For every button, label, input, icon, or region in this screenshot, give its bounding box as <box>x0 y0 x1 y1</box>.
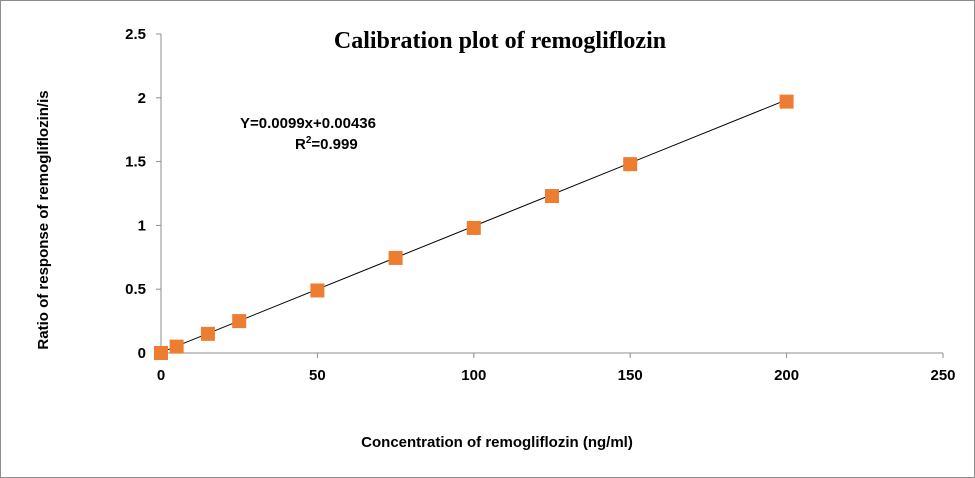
data-point <box>545 189 559 204</box>
y-axis-title: Ratio of response of remogliflozin/is <box>35 90 52 349</box>
x-tick-label: 150 <box>618 367 643 384</box>
y-tick-label: 1 <box>138 217 146 234</box>
axes <box>160 34 943 354</box>
r-squared-value: =0.999 <box>311 136 357 153</box>
x-tick-label: 200 <box>774 367 799 384</box>
chart-title: Calibration plot of remogliflozin <box>334 28 666 54</box>
y-tick-label: 0 <box>138 345 146 362</box>
x-axis-title: Concentration of remogliflozin (ng/ml) <box>361 434 633 451</box>
data-point <box>232 314 247 329</box>
data-point <box>779 94 794 109</box>
x-tick-label: 250 <box>930 367 955 384</box>
data-points <box>154 94 794 360</box>
r-squared-superscript: 2 <box>306 135 312 146</box>
r-squared: R2=0.999 <box>295 135 358 153</box>
y-tick-label: 1.5 <box>125 154 146 171</box>
data-point <box>169 339 184 354</box>
y-tick-label: 2.5 <box>125 26 146 43</box>
y-tick-label: 0.5 <box>125 281 146 298</box>
data-point <box>623 157 638 172</box>
data-point <box>154 346 168 360</box>
x-tick-label: 0 <box>157 367 165 384</box>
data-point <box>388 250 403 265</box>
data-point <box>200 326 215 341</box>
y-tick-label: 2 <box>138 90 146 107</box>
r-squared-symbol: R <box>295 136 306 153</box>
x-ticks: 0 50 100 150 200 250 <box>157 353 956 384</box>
y-ticks: 0 0.5 1 1.5 2 2.5 <box>125 26 161 362</box>
x-tick-label: 100 <box>461 367 486 384</box>
x-tick-label: 50 <box>309 367 326 384</box>
data-point <box>310 283 325 298</box>
regression-equation: Y=0.0099x+0.00436 <box>240 115 376 132</box>
data-point <box>466 220 481 235</box>
